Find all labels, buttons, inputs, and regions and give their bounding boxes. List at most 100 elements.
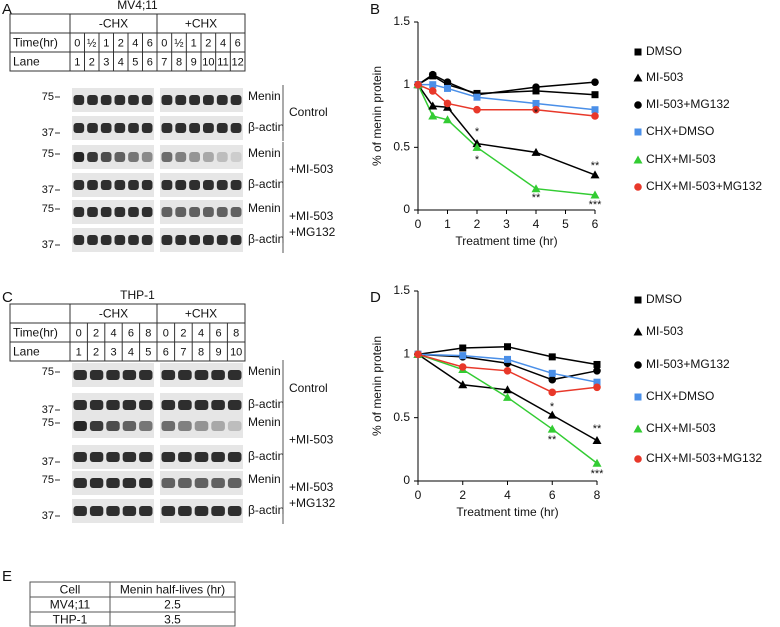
- panel-letter: B: [370, 1, 380, 18]
- legend-marker: [633, 73, 643, 82]
- blot-band: [189, 152, 200, 162]
- lane-cell: 4: [118, 56, 124, 68]
- protein-label: β-actin: [248, 232, 284, 246]
- mw-marker: 37: [42, 239, 54, 251]
- group-label: -CHX: [99, 17, 128, 31]
- blot-band: [89, 452, 104, 462]
- panel-letter: E: [2, 568, 12, 585]
- time-cell: 2: [118, 37, 124, 49]
- annotation: **: [548, 434, 557, 446]
- blot-band: [106, 421, 120, 431]
- blot-band: [161, 152, 173, 162]
- group-label: -CHX: [99, 307, 128, 321]
- blot-band: [178, 421, 192, 431]
- blot-band: [106, 400, 120, 410]
- lane-cell: 10: [230, 346, 242, 358]
- blot-band: [203, 123, 214, 133]
- blot-band: [175, 95, 187, 105]
- time-cell: 0: [74, 37, 80, 49]
- blot-band: [203, 207, 214, 217]
- data-point: [503, 367, 512, 375]
- blot-band: [211, 452, 225, 462]
- row-label: Time(hr): [13, 36, 58, 50]
- blot-band: [139, 506, 153, 516]
- lane-cell: 10: [202, 56, 214, 68]
- lane-cell: 2: [89, 56, 95, 68]
- panel-letter: A: [2, 1, 12, 18]
- annotation: *: [475, 154, 480, 166]
- blot-band: [230, 123, 242, 133]
- data-point: [547, 424, 557, 433]
- data-point: [593, 367, 601, 375]
- blot-band: [189, 95, 200, 105]
- blot-strip: [160, 200, 243, 224]
- y-tick-label: 1: [403, 347, 410, 361]
- data-point: [591, 91, 599, 99]
- legend-marker: [634, 128, 642, 136]
- blot-band: [128, 123, 139, 133]
- mw-marker: 75: [42, 417, 54, 429]
- time-cell: 4: [198, 327, 204, 339]
- time-cell: 8: [145, 327, 151, 339]
- blot-band: [230, 152, 242, 162]
- x-tick-label: 5: [562, 217, 569, 231]
- blot-band: [227, 421, 242, 431]
- row-label: Time(hr): [13, 326, 58, 340]
- protein-label: Menin: [248, 472, 281, 486]
- blot-band: [73, 400, 87, 410]
- blot-band: [175, 180, 187, 190]
- y-axis-label: % of menin protein: [370, 66, 384, 166]
- data-point: [459, 344, 467, 352]
- row-label: Lane: [13, 55, 40, 69]
- blot-band: [87, 95, 98, 105]
- blot-band: [203, 152, 214, 162]
- time-cell: 8: [233, 327, 239, 339]
- legend-marker: [633, 155, 643, 164]
- lane-cell: 7: [180, 346, 186, 358]
- blot-band: [230, 180, 242, 190]
- blot-band: [230, 235, 242, 245]
- legend-label: CHX+MI-503: [646, 421, 716, 435]
- treatment-label: Control: [289, 105, 328, 119]
- data-point: [414, 80, 422, 89]
- table-cell: 3.5: [164, 613, 181, 627]
- protein-label: β-actin: [248, 120, 284, 134]
- blot-strip: [72, 228, 154, 252]
- blot-band: [211, 506, 225, 516]
- lane-cell: 7: [161, 56, 167, 68]
- blot-band: [114, 180, 126, 190]
- blot-band: [89, 400, 104, 410]
- blot-strip: [160, 145, 243, 169]
- annotation: ***: [591, 468, 605, 480]
- blot-band: [139, 370, 153, 380]
- protein-label: Menin: [248, 415, 281, 429]
- data-point: [503, 385, 512, 394]
- treatment-label: +MI-503: [289, 209, 334, 223]
- blot-band: [216, 235, 228, 245]
- time-cell: 6: [235, 37, 241, 49]
- blot-band: [106, 478, 120, 488]
- treatment-label: +MG132: [289, 225, 336, 239]
- blot-band: [73, 370, 87, 380]
- blot-band: [141, 207, 153, 217]
- lane-cell: 8: [198, 346, 204, 358]
- data-point: [428, 101, 438, 110]
- legend-label: DMSO: [646, 44, 682, 58]
- legend-label: CHX+DMSO: [646, 389, 714, 403]
- data-point: [428, 111, 438, 120]
- table-cell: MV4;11: [50, 598, 91, 612]
- x-tick-label: 0: [415, 217, 422, 231]
- treatment-label: +MI-503: [289, 162, 334, 176]
- group-label: +CHX: [185, 17, 217, 31]
- x-tick-label: 3: [503, 217, 510, 231]
- legend-label: DMSO: [646, 292, 682, 306]
- blot-band: [114, 235, 126, 245]
- x-tick-label: 6: [592, 217, 599, 231]
- time-cell: ½: [174, 37, 183, 49]
- blot-band: [194, 506, 209, 516]
- y-tick-label: 1.5: [393, 283, 410, 297]
- table-frame: [9, 303, 246, 362]
- data-point: [443, 78, 452, 86]
- table-header: Menin half-lives (hr): [120, 583, 225, 597]
- blot-band: [89, 370, 104, 380]
